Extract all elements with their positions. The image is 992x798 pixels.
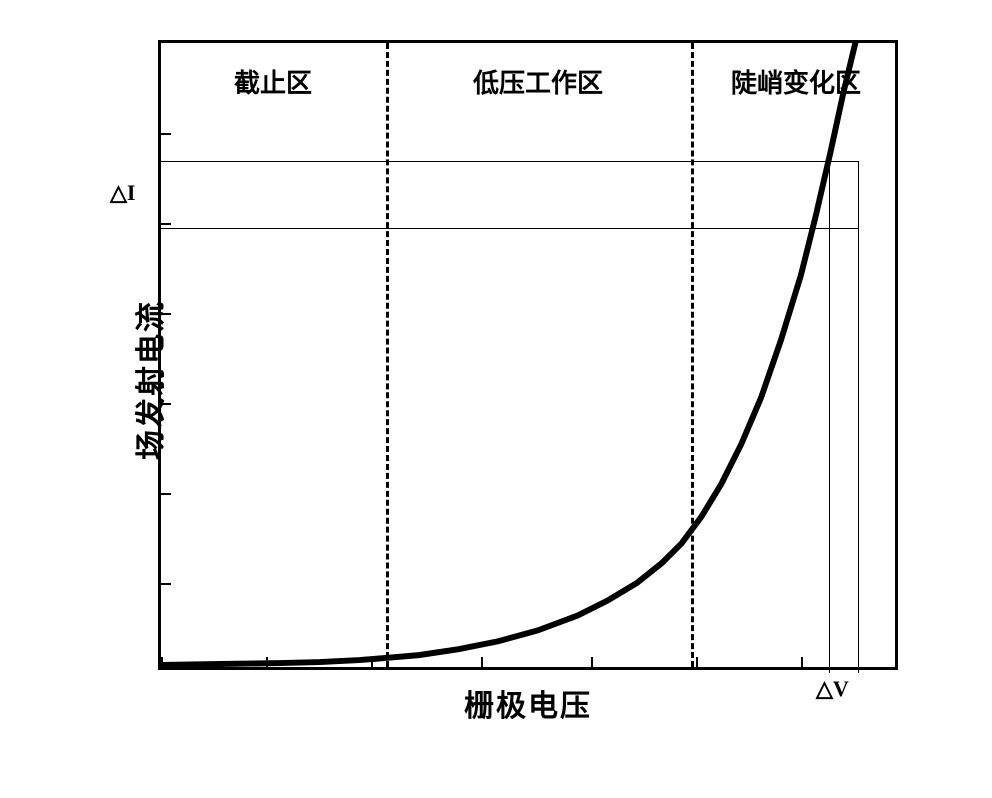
x-tick bbox=[801, 657, 803, 667]
x-axis-label: 栅极电压 bbox=[464, 681, 592, 725]
y-tick bbox=[161, 583, 171, 585]
x-tick bbox=[696, 657, 698, 667]
x-tick bbox=[371, 657, 373, 667]
y-tick bbox=[161, 223, 171, 225]
x-tick bbox=[591, 657, 593, 667]
delta-i-label: △I bbox=[110, 180, 135, 206]
iv-curve bbox=[161, 43, 895, 667]
chart-container: 截止区 低压工作区 陡峭变化区 栅极电压 场发射电流 △I △V bbox=[80, 30, 920, 730]
y-axis-label: 场发射电流 bbox=[126, 300, 170, 460]
x-tick bbox=[266, 657, 268, 667]
plot-area: 截止区 低压工作区 陡峭变化区 栅极电压 bbox=[158, 40, 898, 670]
y-tick bbox=[161, 493, 171, 495]
delta-v-label: △V bbox=[816, 676, 849, 702]
y-tick bbox=[161, 133, 171, 135]
x-tick bbox=[161, 657, 163, 667]
x-tick bbox=[481, 657, 483, 667]
